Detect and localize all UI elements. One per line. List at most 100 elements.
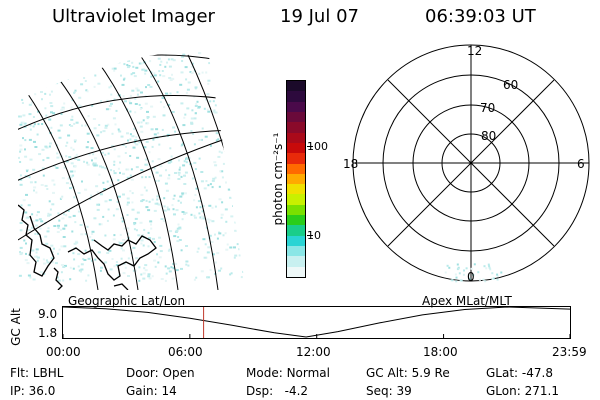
speckle-dot	[80, 263, 84, 266]
speckle-dot	[136, 156, 140, 159]
speckle-dot	[23, 122, 27, 125]
speckle-dot	[91, 159, 93, 162]
speckle-dot	[213, 161, 217, 164]
speckle-dot	[241, 150, 244, 153]
speckle-dot	[222, 234, 225, 237]
colorbar-band	[287, 215, 305, 226]
speckle-dot	[143, 146, 147, 149]
speckle-dot	[213, 111, 217, 114]
speckle-dot	[202, 217, 206, 220]
speckle-dot	[457, 267, 460, 270]
speckle-dot	[72, 252, 75, 255]
speckle-dot	[193, 161, 197, 164]
speckle-dot	[113, 69, 116, 72]
speckle-dot	[150, 227, 153, 230]
speckle-dot	[174, 172, 177, 174]
speckle-dot	[86, 161, 89, 164]
speckle-dot	[42, 159, 45, 162]
speckle-dot	[126, 132, 129, 135]
speckle-dot	[129, 110, 132, 113]
mlat-label-60: 60	[503, 78, 518, 92]
speckle-dot	[221, 113, 225, 116]
speckle-dot	[34, 224, 38, 227]
speckle-dot	[19, 123, 23, 126]
speckle-dot	[70, 106, 73, 109]
speckle-dot	[178, 173, 181, 176]
speckle-dot	[40, 91, 43, 93]
speckle-dot	[139, 125, 143, 128]
speckle-dot	[149, 60, 152, 63]
geographic-label: Geographic Lat/Lon	[68, 294, 186, 308]
speckle-dot	[496, 278, 499, 281]
speckle-dot	[165, 272, 168, 275]
info-value: LBHL	[32, 366, 64, 380]
speckle-dot	[238, 77, 242, 80]
info-ip: IP: 36.0	[10, 384, 55, 398]
speckle-dot	[208, 204, 212, 207]
speckle-dot	[48, 213, 52, 216]
speckle-dot	[98, 124, 101, 126]
speckle-dot	[468, 277, 471, 280]
speckle-dot	[181, 142, 184, 145]
info-value: Normal	[286, 366, 330, 380]
speckle-dot	[157, 203, 161, 206]
colorbar-tick-mark	[307, 235, 313, 236]
speckle-dot	[173, 194, 176, 197]
speckle-dot	[117, 167, 120, 170]
speckle-dot	[110, 169, 113, 172]
speckle-dot	[234, 119, 238, 122]
speckle-dot	[233, 110, 236, 113]
speckle-dot	[60, 264, 64, 266]
speckle-dot	[194, 194, 197, 196]
speckle-dot	[54, 262, 58, 265]
speckle-dot	[49, 93, 51, 96]
speckle-dot	[81, 51, 85, 54]
coastline	[67, 235, 157, 281]
speckle-dot	[33, 54, 35, 56]
lat-arc	[18, 95, 234, 151]
speckle-dot	[150, 128, 154, 131]
speckle-dot	[91, 232, 94, 235]
speckle-dot	[488, 265, 491, 268]
speckle-dot	[168, 77, 172, 79]
speckle-dot	[49, 43, 52, 45]
speckle-dot	[197, 200, 201, 203]
speckle-dot	[126, 214, 129, 216]
speckle-dot	[145, 199, 148, 202]
speckle-dot	[125, 145, 127, 148]
speckle-dot	[177, 171, 181, 174]
speckle-dot	[212, 177, 216, 180]
speckle-dot	[108, 199, 112, 202]
speckle-dot	[152, 138, 155, 141]
speckle-dot	[235, 118, 238, 120]
speckle-dot	[50, 244, 54, 247]
speckle-dot	[19, 253, 23, 256]
speckle-dot	[218, 198, 222, 201]
speckle-dot	[144, 264, 148, 267]
speckle-dot	[171, 77, 175, 80]
speckle-dot	[48, 83, 52, 86]
colorbar-band	[287, 91, 305, 102]
speckle-dot	[204, 243, 207, 246]
info-key: Door:	[126, 366, 159, 380]
speckle-dot	[193, 199, 196, 202]
speckle-dot	[195, 102, 198, 105]
speckle-dot	[128, 65, 131, 67]
speckle-dot	[147, 122, 150, 125]
speckle-dot	[73, 90, 76, 93]
colorbar-tick-100: 100	[307, 140, 328, 153]
speckle-dot	[170, 50, 173, 51]
speckle-dot	[65, 214, 68, 217]
speckle-dot	[98, 223, 101, 226]
speckle-dot	[33, 68, 36, 71]
speckle-dot	[196, 250, 199, 253]
speckle-dot	[235, 40, 237, 42]
speckle-dot	[209, 100, 212, 103]
speckle-dot	[163, 205, 166, 208]
speckle-dot	[59, 228, 62, 231]
speckle-dot	[108, 58, 111, 61]
speckle-dot	[22, 80, 25, 83]
speckle-dot	[99, 193, 103, 196]
speckle-dot	[204, 135, 208, 138]
speckle-dot	[46, 83, 49, 86]
